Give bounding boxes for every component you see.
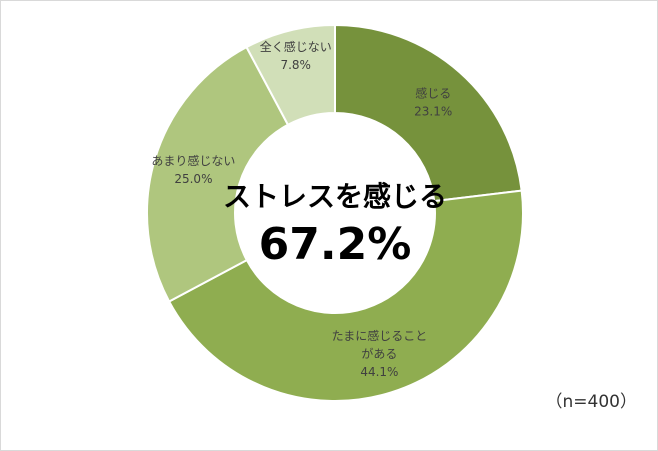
- slice-label-tamani-line1: たまに感じること: [332, 328, 428, 343]
- center-title: ストレスを感じる: [223, 180, 447, 213]
- slice-label-mattaku-line1: 全く感じない: [260, 39, 332, 54]
- slice-kanjiru: [334, 23, 523, 203]
- slice-value-kanjiru: 23.1%: [414, 104, 452, 118]
- slice-value-mattaku: 7.8%: [280, 58, 311, 72]
- slice-value-amari: 25.0%: [174, 172, 212, 186]
- slice-label-amari-line1: あまり感じない: [151, 153, 235, 168]
- donut-slices: [146, 23, 524, 402]
- slice-label-tamani-line2: がある: [361, 346, 397, 361]
- slice-amari: [146, 45, 290, 303]
- center-value: 67.2%: [259, 219, 412, 270]
- slice-tamani: [167, 189, 524, 402]
- sample-size-label: （n=400）: [545, 392, 637, 412]
- slice-label-kanjiru-line1: 感じる: [415, 85, 451, 100]
- slice-mattaku: [245, 23, 336, 127]
- slice-value-tamani: 44.1%: [360, 365, 398, 379]
